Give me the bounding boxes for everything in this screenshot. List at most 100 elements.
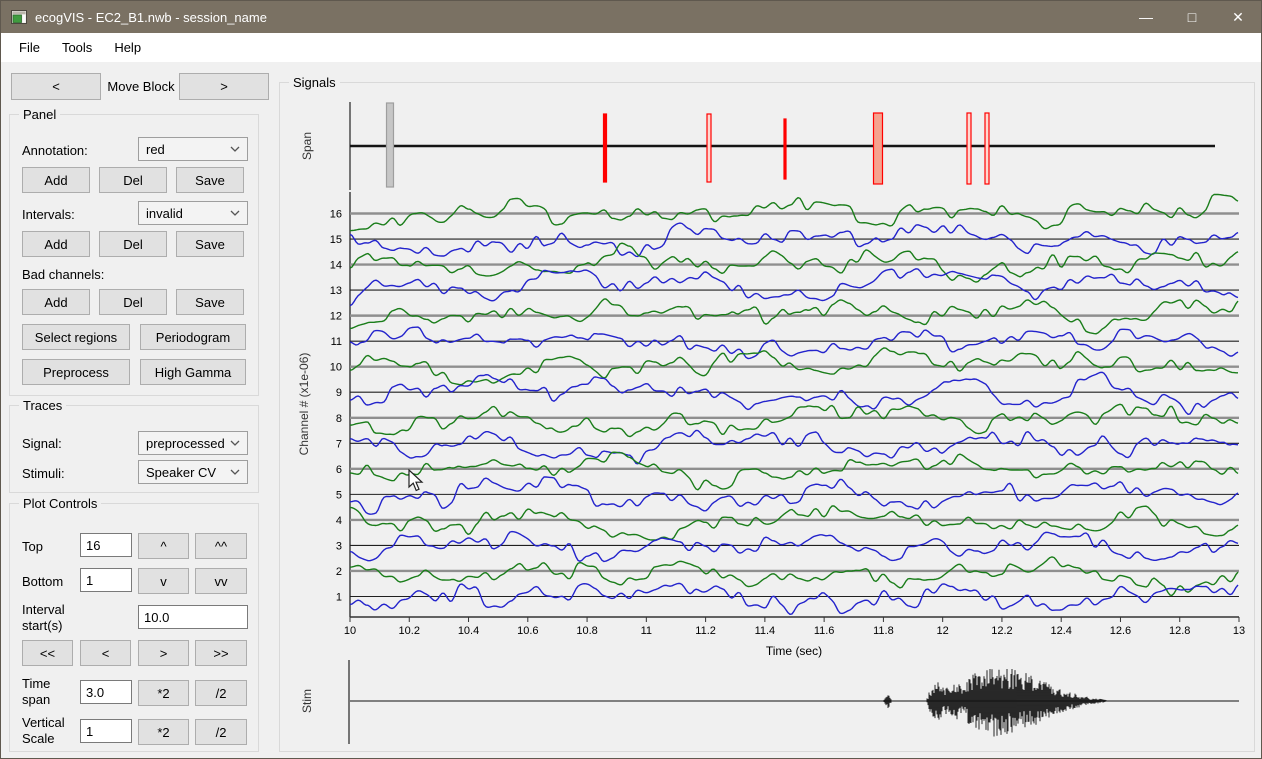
bottom-input[interactable] xyxy=(80,568,132,592)
span-mark[interactable] xyxy=(984,112,990,185)
span-axis-label: Span xyxy=(300,131,314,161)
annotation-del-button[interactable]: Del xyxy=(99,167,167,193)
intervals-combo[interactable]: invalid xyxy=(138,201,248,225)
move-block-next-button[interactable]: > xyxy=(179,73,269,100)
channel-trace-4 xyxy=(349,505,1239,541)
move-block-label: Move Block xyxy=(107,79,175,94)
channel-trace-10 xyxy=(349,347,1238,386)
interval-start-input[interactable] xyxy=(138,605,248,629)
panel-group-title: Panel xyxy=(19,107,61,122)
signal-combo[interactable]: preprocessed xyxy=(138,431,248,455)
traces-group-title: Traces xyxy=(19,398,67,413)
page-back-button[interactable]: << xyxy=(22,640,73,666)
chevron-down-icon xyxy=(230,146,240,152)
vertical-scale-label: Vertical Scale xyxy=(22,715,65,746)
periodogram-button[interactable]: Periodogram xyxy=(140,324,246,350)
svg-text:13: 13 xyxy=(330,285,342,297)
step-back-button[interactable]: < xyxy=(80,640,131,666)
time-span-input[interactable] xyxy=(80,680,132,704)
bad-channels-add-button[interactable]: Add xyxy=(22,289,90,315)
select-regions-button[interactable]: Select regions xyxy=(22,324,130,350)
svg-text:2: 2 xyxy=(336,566,342,578)
span-mark[interactable] xyxy=(783,118,787,180)
time-span-double-button[interactable]: *2 xyxy=(138,680,189,706)
high-gamma-button[interactable]: High Gamma xyxy=(140,359,246,385)
signals-plot[interactable]: 10 10.2 10.4 10.6 10.8 11 11.2 11.4 11.6 11.8 12 12… xyxy=(280,83,1256,753)
intervals-save-button[interactable]: Save xyxy=(176,231,244,257)
annotation-combo[interactable]: red xyxy=(138,137,248,161)
stimuli-label: Stimuli: xyxy=(22,466,65,481)
stim-waveform xyxy=(883,669,1107,737)
signal-combo-value: preprocessed xyxy=(146,435,225,451)
channel-trace-2 xyxy=(349,556,1239,597)
signal-label: Signal: xyxy=(22,436,62,451)
channel-trace-12 xyxy=(349,298,1239,335)
plot-controls-group-title: Plot Controls xyxy=(19,496,102,511)
svg-text:11.4: 11.4 xyxy=(755,625,776,637)
channel-trace-3 xyxy=(349,530,1239,563)
app-icon xyxy=(11,10,27,24)
svg-text:11.8: 11.8 xyxy=(873,625,894,637)
traces-group: Traces Signal: preprocessed Stimuli: Spe… xyxy=(9,398,259,493)
page-forward-button[interactable]: >> xyxy=(195,640,247,666)
stimuli-combo[interactable]: Speaker CV xyxy=(138,460,248,484)
bad-channels-save-button[interactable]: Save xyxy=(176,289,244,315)
intervals-combo-value: invalid xyxy=(146,205,183,221)
svg-text:12: 12 xyxy=(330,311,342,323)
svg-text:3: 3 xyxy=(336,540,342,552)
svg-text:9: 9 xyxy=(336,387,342,399)
vertical-scale-double-button[interactable]: *2 xyxy=(138,719,189,745)
span-mark[interactable] xyxy=(706,113,712,183)
top-input[interactable] xyxy=(80,533,132,557)
signals-group: Signals 10 10.2 10.4 10.6 10.8 11 11.2 11.4 11.6… xyxy=(279,75,1256,753)
span-mark[interactable] xyxy=(872,112,884,185)
maximize-button[interactable]: □ xyxy=(1187,9,1197,25)
channel-down-fast-button[interactable]: vv xyxy=(195,568,247,594)
time-span-half-button[interactable]: /2 xyxy=(195,680,247,706)
bad-channels-del-button[interactable]: Del xyxy=(99,289,167,315)
title-bar[interactable]: ecogVIS - EC2_B1.nwb - session_name — □ … xyxy=(1,1,1261,33)
channel-trace-1 xyxy=(349,582,1239,615)
svg-text:14: 14 xyxy=(330,260,342,272)
chevron-down-icon xyxy=(230,210,240,216)
span-mark[interactable] xyxy=(385,102,395,188)
intervals-add-button[interactable]: Add xyxy=(22,231,90,257)
channel-up-fast-button[interactable]: ^^ xyxy=(195,533,247,559)
channel-trace-14 xyxy=(349,242,1239,283)
channel-trace-13 xyxy=(349,268,1239,307)
svg-text:10.8: 10.8 xyxy=(576,625,597,637)
channel-up-button[interactable]: ^ xyxy=(138,533,189,559)
close-button[interactable]: ✕ xyxy=(1232,8,1244,25)
channel-trace-15 xyxy=(349,222,1239,258)
svg-text:10: 10 xyxy=(330,362,342,374)
interval-start-label: Interval start(s) xyxy=(22,602,65,633)
channel-trace-9 xyxy=(349,371,1239,415)
svg-text:5: 5 xyxy=(336,489,342,501)
vertical-scale-input[interactable] xyxy=(80,719,132,743)
preprocess-button[interactable]: Preprocess xyxy=(22,359,130,385)
minimize-button[interactable]: — xyxy=(1139,9,1153,25)
svg-text:11: 11 xyxy=(641,625,652,637)
menu-file[interactable]: File xyxy=(19,40,40,55)
menu-tools[interactable]: Tools xyxy=(61,40,93,55)
annotation-save-button[interactable]: Save xyxy=(176,167,244,193)
intervals-del-button[interactable]: Del xyxy=(99,231,167,257)
step-forward-button[interactable]: > xyxy=(138,640,189,666)
channel-axis-label: Channel # (x1e-06) xyxy=(297,352,311,456)
intervals-label: Intervals: xyxy=(22,207,75,222)
vertical-scale-half-button[interactable]: /2 xyxy=(195,719,247,745)
svg-text:11: 11 xyxy=(331,336,342,348)
channel-down-button[interactable]: v xyxy=(138,568,189,594)
menu-bar: File Tools Help xyxy=(1,33,1261,62)
svg-text:10.4: 10.4 xyxy=(458,625,479,637)
svg-text:7: 7 xyxy=(336,438,342,450)
window-title: ecogVIS - EC2_B1.nwb - session_name xyxy=(35,9,267,25)
span-mark[interactable] xyxy=(602,113,608,183)
svg-text:4: 4 xyxy=(336,515,342,527)
move-block-prev-button[interactable]: < xyxy=(11,73,101,100)
bad-channels-label: Bad channels: xyxy=(22,267,105,282)
span-mark[interactable] xyxy=(966,112,972,185)
menu-help[interactable]: Help xyxy=(114,40,142,55)
annotation-add-button[interactable]: Add xyxy=(22,167,90,193)
channel-trace-16 xyxy=(349,193,1239,232)
